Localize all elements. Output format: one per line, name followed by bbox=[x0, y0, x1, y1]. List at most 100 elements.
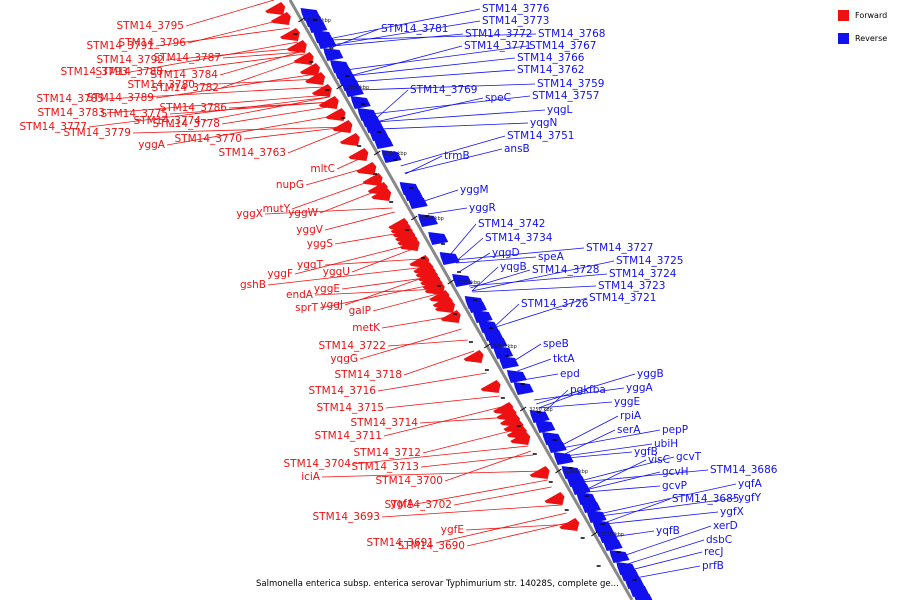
reverse-gene-label[interactable]: STM14_3685 bbox=[672, 493, 739, 505]
forward-gene-glyph[interactable] bbox=[332, 120, 353, 133]
forward-gene-label[interactable]: galP bbox=[349, 305, 371, 317]
reverse-gene-glyph[interactable] bbox=[439, 252, 460, 265]
forward-gene-label[interactable]: STM14_3704 bbox=[284, 458, 352, 470]
reverse-gene-label[interactable]: fba bbox=[589, 384, 606, 396]
reverse-gene-glyph[interactable] bbox=[350, 96, 371, 109]
forward-gene-label[interactable]: STM14_3788 bbox=[96, 66, 163, 78]
forward-gene-label[interactable]: yqgG bbox=[330, 353, 358, 365]
forward-gene-label[interactable]: STM14_3775 bbox=[101, 108, 168, 120]
reverse-gene-label[interactable]: ygfY bbox=[738, 492, 762, 504]
forward-gene-glyph[interactable] bbox=[325, 108, 346, 121]
reverse-gene-label[interactable]: STM14_3725 bbox=[616, 255, 683, 267]
reverse-gene-label[interactable]: dsbC bbox=[706, 534, 732, 546]
reverse-gene-label[interactable]: speC bbox=[485, 92, 511, 104]
forward-gene-label[interactable]: STM14_3777 bbox=[20, 121, 87, 133]
forward-gene-glyph[interactable] bbox=[480, 380, 501, 393]
reverse-gene-label[interactable]: pepP bbox=[662, 424, 688, 436]
reverse-gene-label[interactable]: STM14_3776 bbox=[482, 3, 550, 15]
forward-gene-label[interactable]: yggF bbox=[267, 268, 293, 280]
reverse-gene-label[interactable]: speA bbox=[538, 251, 565, 263]
reverse-gene-label[interactable]: trmB bbox=[444, 150, 470, 162]
forward-gene-label[interactable]: STM14_3722 bbox=[319, 340, 386, 352]
reverse-gene-glyph[interactable] bbox=[513, 382, 534, 395]
forward-gene-label[interactable]: metK bbox=[352, 322, 381, 334]
forward-gene-label[interactable]: yggU bbox=[323, 266, 350, 278]
reverse-gene-glyph[interactable] bbox=[428, 232, 449, 245]
forward-gene-glyph[interactable] bbox=[544, 492, 565, 505]
forward-gene-label[interactable]: yggE bbox=[314, 283, 340, 295]
reverse-gene-glyph[interactable] bbox=[498, 356, 519, 369]
reverse-gene-label[interactable]: STM14_3781 bbox=[381, 23, 448, 35]
reverse-gene-label[interactable]: yggR bbox=[469, 202, 496, 214]
forward-gene-label[interactable]: STM14_3784 bbox=[151, 69, 219, 81]
reverse-gene-glyph[interactable] bbox=[316, 36, 337, 49]
reverse-gene-glyph[interactable] bbox=[506, 370, 527, 383]
forward-gene-label[interactable]: STM14_3763 bbox=[219, 147, 286, 159]
reverse-gene-label[interactable]: yqgN bbox=[530, 117, 557, 129]
forward-gene-label[interactable]: ygfA bbox=[390, 498, 415, 510]
reverse-gene-label[interactable]: STM14_3769 bbox=[410, 84, 477, 96]
forward-gene-glyph[interactable] bbox=[348, 148, 369, 161]
reverse-gene-label[interactable]: epd bbox=[560, 368, 580, 380]
forward-gene-label[interactable]: STM14_3770 bbox=[175, 133, 242, 145]
reverse-gene-label[interactable]: STM14_3726 bbox=[521, 298, 589, 310]
reverse-gene-label[interactable]: STM14_3686 bbox=[710, 464, 778, 476]
forward-gene-label[interactable]: STM14_3714 bbox=[351, 417, 419, 429]
reverse-gene-label[interactable]: STM14_3742 bbox=[478, 218, 545, 230]
reverse-gene-glyph[interactable] bbox=[535, 420, 556, 433]
reverse-gene-label[interactable]: STM14_3734 bbox=[485, 232, 553, 244]
forward-gene-glyph[interactable] bbox=[399, 238, 420, 251]
forward-gene-glyph[interactable] bbox=[559, 518, 580, 531]
forward-gene-label[interactable]: yggW bbox=[288, 207, 319, 219]
forward-gene-label[interactable]: STM14_3792 bbox=[97, 54, 164, 66]
reverse-gene-glyph[interactable] bbox=[323, 48, 344, 61]
reverse-gene-label[interactable]: serA bbox=[617, 424, 641, 436]
forward-gene-label[interactable]: STM14_3718 bbox=[335, 369, 402, 381]
forward-gene-glyph[interactable] bbox=[356, 162, 377, 175]
forward-gene-label[interactable]: STM14_3789 bbox=[87, 92, 154, 104]
reverse-gene-glyph[interactable] bbox=[553, 452, 574, 465]
forward-gene-label[interactable]: endA bbox=[286, 289, 314, 301]
forward-gene-label[interactable]: STM14_3783 bbox=[38, 107, 105, 119]
reverse-gene-label[interactable]: STM14_3767 bbox=[529, 40, 596, 52]
reverse-gene-label[interactable]: STM14_3721 bbox=[589, 292, 656, 304]
reverse-gene-glyph[interactable] bbox=[467, 300, 487, 313]
reverse-gene-label[interactable]: prfB bbox=[702, 560, 724, 572]
reverse-gene-glyph[interactable] bbox=[407, 196, 428, 209]
reverse-gene-label[interactable]: yqgB bbox=[500, 261, 527, 273]
reverse-gene-label[interactable]: gcvP bbox=[662, 480, 687, 492]
reverse-gene-label[interactable]: tktA bbox=[553, 353, 575, 365]
reverse-gene-label[interactable]: STM14_3757 bbox=[532, 90, 599, 102]
forward-gene-glyph[interactable] bbox=[270, 12, 291, 25]
forward-gene-glyph[interactable] bbox=[279, 28, 300, 41]
reverse-gene-label[interactable]: yqgL bbox=[547, 104, 573, 116]
forward-gene-label[interactable]: STM14_3796 bbox=[119, 37, 187, 49]
reverse-gene-glyph[interactable] bbox=[633, 592, 653, 600]
reverse-gene-label[interactable]: STM14_3768 bbox=[538, 28, 605, 40]
forward-gene-label[interactable]: mltC bbox=[310, 163, 335, 175]
forward-gene-glyph[interactable] bbox=[463, 350, 484, 363]
forward-gene-glyph[interactable] bbox=[339, 133, 360, 146]
reverse-gene-label[interactable]: ansB bbox=[504, 143, 530, 155]
reverse-gene-label[interactable]: yggE bbox=[614, 396, 640, 408]
forward-gene-label[interactable]: yggJ bbox=[320, 299, 343, 311]
forward-gene-label[interactable]: STM14_3691 bbox=[367, 537, 434, 549]
reverse-gene-label[interactable]: yqgD bbox=[492, 247, 520, 259]
reverse-gene-glyph[interactable] bbox=[570, 482, 591, 495]
forward-gene-glyph[interactable] bbox=[265, 2, 286, 15]
reverse-gene-label[interactable]: yggB bbox=[637, 368, 664, 380]
reverse-gene-label[interactable]: gcvH bbox=[662, 466, 689, 478]
forward-gene-label[interactable]: STM14_3711 bbox=[315, 430, 382, 442]
reverse-gene-label[interactable]: STM14_3771 bbox=[464, 40, 531, 52]
forward-gene-label[interactable]: STM14_3693 bbox=[313, 511, 380, 523]
forward-gene-label[interactable]: mutY bbox=[263, 203, 291, 215]
reverse-gene-label[interactable]: yggA bbox=[626, 382, 654, 394]
reverse-gene-label[interactable]: ubiH bbox=[654, 438, 678, 450]
reverse-gene-label[interactable]: gcvT bbox=[676, 451, 702, 463]
forward-gene-glyph[interactable] bbox=[299, 63, 320, 76]
reverse-gene-glyph[interactable] bbox=[581, 500, 601, 513]
forward-gene-label[interactable]: STM14_3715 bbox=[317, 402, 384, 414]
reverse-gene-glyph[interactable] bbox=[609, 550, 630, 563]
reverse-gene-label[interactable]: visC bbox=[648, 454, 670, 466]
